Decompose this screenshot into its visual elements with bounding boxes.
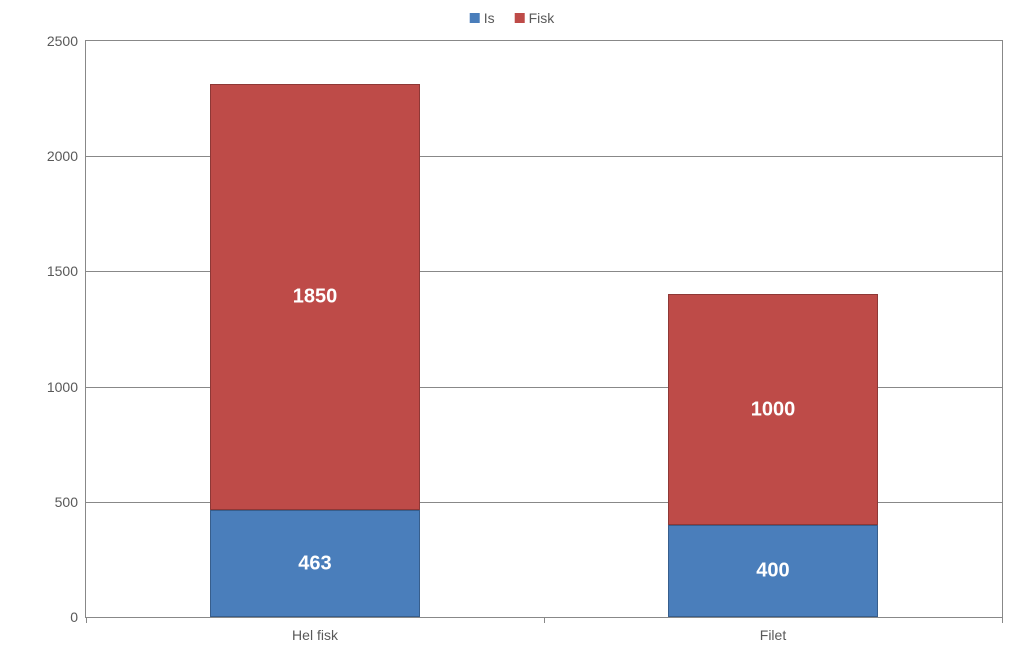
bar-value-label: 400 <box>756 559 789 582</box>
y-tick-label: 0 <box>70 609 86 625</box>
legend-item-is: Is <box>470 10 495 26</box>
bar-segment-is: 400 <box>668 525 879 617</box>
x-tick-label: Filet <box>760 617 786 643</box>
bar-value-label: 1000 <box>751 398 796 421</box>
x-tick <box>544 617 545 623</box>
bar-value-label: 1850 <box>293 286 338 309</box>
legend-item-fisk: Fisk <box>515 10 555 26</box>
y-tick-label: 500 <box>55 494 86 510</box>
legend-label: Fisk <box>529 10 555 26</box>
legend: Is Fisk <box>470 10 555 26</box>
bar-value-label: 463 <box>298 552 331 575</box>
y-tick-label: 2000 <box>47 148 86 164</box>
bar-segment-is: 463 <box>210 510 421 617</box>
legend-swatch-icon <box>515 13 525 23</box>
chart-container: IsFisk Tonn fisk og is distribuert for å… <box>0 0 1024 663</box>
x-tick <box>86 617 87 623</box>
bar-segment-fisk: 1850 <box>210 84 421 510</box>
x-tick-label: Hel fisk <box>292 617 338 643</box>
legend-label: Is <box>484 10 495 26</box>
y-tick-label: 2500 <box>47 33 86 49</box>
bar-segment-fisk: 1000 <box>668 294 879 524</box>
y-tick-label: 1500 <box>47 263 86 279</box>
plot-area: 05001000150020002500Hel fisk4631850Filet… <box>85 40 1003 618</box>
legend-swatch-icon <box>470 13 480 23</box>
x-tick <box>1002 617 1003 623</box>
y-tick-label: 1000 <box>47 379 86 395</box>
